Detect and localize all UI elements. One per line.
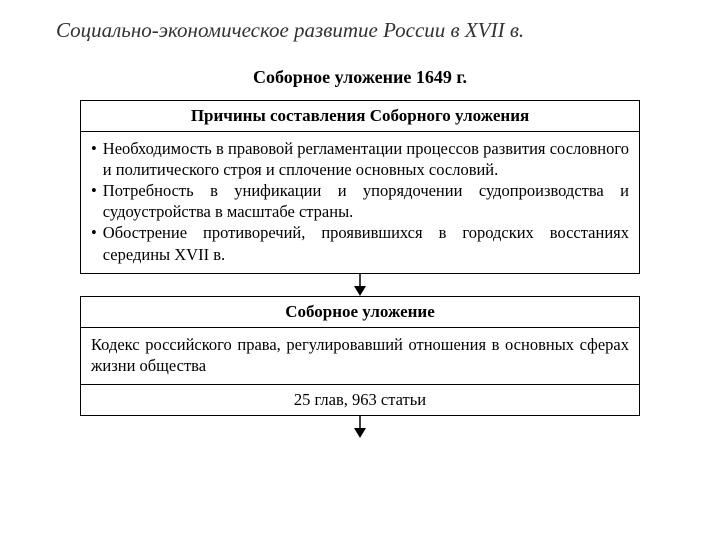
- node-reasons-body: • Необходимость в правовой регламентации…: [81, 132, 639, 273]
- arrow-down-icon: [80, 416, 640, 438]
- node-reasons-header: Причины составления Соборного уложения: [81, 101, 639, 132]
- node-code: Соборное уложение Кодекс российского пра…: [80, 296, 640, 416]
- node-reasons: Причины составления Соборного уложения •…: [80, 100, 640, 274]
- node-code-footer: 25 глав, 963 статьи: [81, 384, 639, 415]
- node-code-body: Кодекс российского права, регулировавший…: [81, 328, 639, 384]
- flowchart-diagram: Соборное уложение 1649 г. Причины состав…: [80, 67, 640, 438]
- diagram-heading: Соборное уложение 1649 г.: [80, 67, 640, 88]
- node-code-header: Соборное уложение: [81, 297, 639, 328]
- bullet-item: • Обострение противоречий, проявившихся …: [91, 222, 629, 264]
- bullet-item: • Потребность в унификации и упорядочени…: [91, 180, 629, 222]
- bullet-dot-icon: •: [91, 138, 97, 159]
- bullet-item: • Необходимость в правовой регламентации…: [91, 138, 629, 180]
- page-title: Социально-экономическое развитие России …: [36, 18, 684, 43]
- arrow-down-icon: [80, 274, 640, 296]
- bullet-dot-icon: •: [91, 180, 97, 201]
- bullet-text: Необходимость в правовой регламентации п…: [103, 138, 629, 180]
- bullet-text: Потребность в унификации и упорядочении …: [103, 180, 629, 222]
- bullet-dot-icon: •: [91, 222, 97, 243]
- bullet-text: Обострение противоречий, проявившихся в …: [103, 222, 629, 264]
